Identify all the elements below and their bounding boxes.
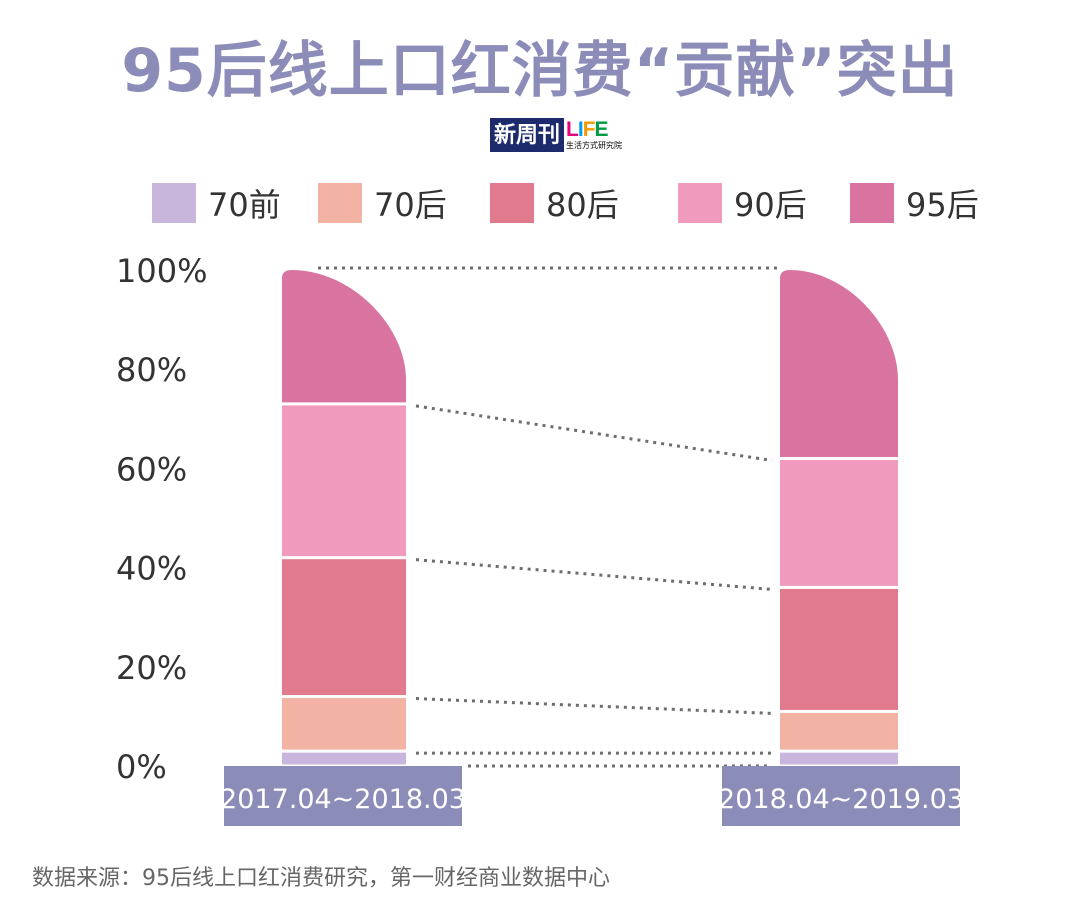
legend-label: 70后 [374,186,447,224]
legend-swatch [152,183,196,223]
brand-subtitle: 生活方式研究院 [566,140,623,150]
legend-label: 95后 [906,186,979,224]
legend-swatch [490,183,534,223]
legend-item: 70前 [152,180,281,226]
connector-line [415,697,773,715]
y-tick-label: 60% [116,450,187,488]
bar-segment [780,459,898,586]
legend-swatch [318,183,362,223]
category-label-box [722,766,960,826]
bar-segment [282,752,406,765]
stacked-bar-chart: 0% 20% 40% 60% 80% 100% 2017.04~2018.03 2018.04… [116,252,964,826]
y-tick-label: 20% [116,649,187,687]
bar-segment [282,559,406,696]
bar-segment [780,752,898,765]
source-note: 数据来源：95后线上口红消费研究，第一财经商业数据中心 [32,866,610,891]
connector-line [415,404,773,462]
bar-segment [780,712,898,750]
legend-swatch [850,183,894,223]
bar-segment [282,698,406,750]
category-label-box [224,766,462,826]
brand-logo-xinzhoukan: 新周刊 [490,118,565,152]
legend-item: 90后 [678,180,807,226]
bar-segment [780,270,898,457]
legend-item: 95后 [850,180,979,226]
y-tick-label: 100% [116,252,207,290]
legend-label: 90后 [734,186,807,224]
x-category-label: 2018.04~2019.03 [718,784,964,815]
legend-swatch [678,183,722,223]
brand-logo: 新周刊 LIFE 生活方式研究院 [490,117,622,153]
connector-line [415,558,773,591]
legend-item: 80后 [490,180,619,226]
bar-segment [282,405,406,557]
legend-label: 80后 [546,186,619,224]
y-tick-label: 0% [116,748,167,786]
legend: 70前 70后 80后 90后 95后 [0,180,1080,224]
x-category-label: 2017.04~2018.03 [220,784,466,815]
bar-segment [282,270,406,403]
y-tick-label: 40% [116,550,187,588]
bar-segment [780,588,898,710]
brand-logo-life: LIFE [566,117,609,141]
legend-item: 70后 [318,180,447,226]
chart-title: 95后线上口红消费“贡献”突出 [121,36,959,106]
legend-label: 70前 [208,186,281,224]
y-tick-label: 80% [116,351,187,389]
